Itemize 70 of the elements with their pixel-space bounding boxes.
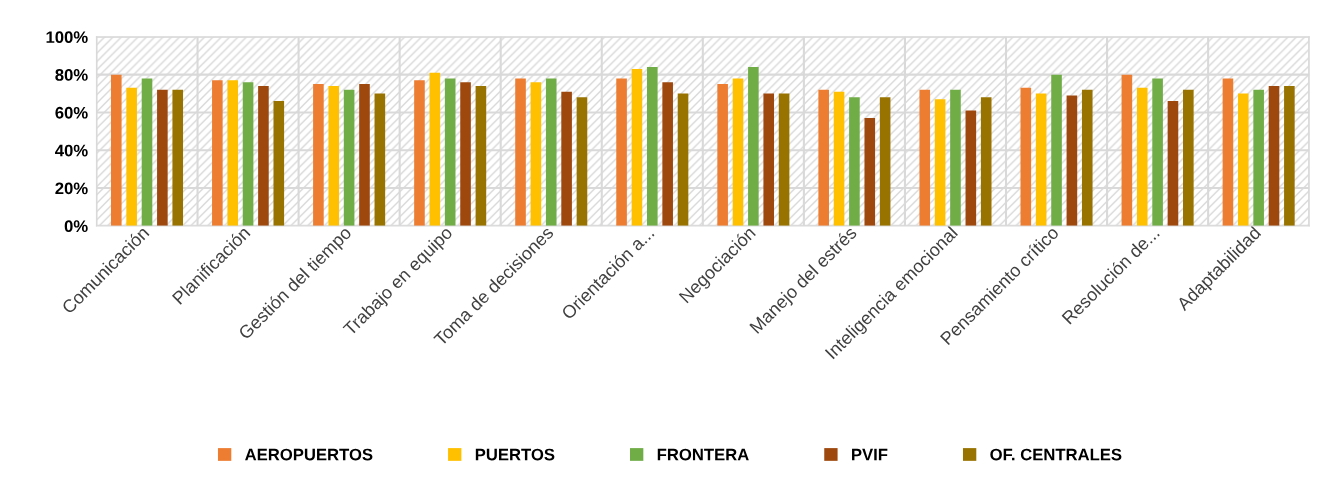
legend-label: PVIF [852,448,888,461]
bar [919,89,931,226]
bar [172,89,184,226]
legend-label: AEROPUERTOS [245,448,373,461]
y-tick-label: 100% [46,31,88,44]
bar [561,91,572,226]
bar [1051,74,1062,226]
bar [343,89,355,226]
bar [1020,87,1032,226]
bar [1152,78,1163,226]
bar [1121,74,1133,226]
legend-label: OF. CENTRALES [990,448,1122,461]
bar [273,101,285,226]
bar [227,80,239,226]
bar [1081,89,1093,226]
bar [1136,87,1148,226]
bar [647,67,658,226]
bar [1284,85,1295,226]
bar [328,85,340,226]
bar [965,110,977,226]
bar [980,97,992,226]
bar [1066,95,1078,226]
bar [212,80,223,226]
bar [126,87,137,226]
bar [258,85,269,226]
bar [879,97,891,226]
bar [818,89,829,226]
bar [1222,78,1234,226]
bar [141,78,153,226]
bar [616,78,627,226]
bar [833,91,845,226]
legend-label: FRONTERA [657,448,749,461]
y-tick-label: 20% [55,182,88,195]
bar [1268,85,1280,226]
bar [110,74,122,226]
bar [444,78,456,226]
bar [662,82,673,226]
bar [732,78,744,226]
bar [1237,93,1249,226]
bar [763,93,775,226]
bar [849,97,860,226]
bar [242,82,254,226]
y-tick-label: 40% [55,144,88,157]
y-tick-label: 60% [55,106,88,119]
bar [460,82,471,226]
bar [934,99,946,226]
bar [374,93,386,226]
bar [1035,93,1047,226]
bar [1253,89,1264,226]
bar [748,67,759,226]
bar [631,68,643,226]
bar [515,78,526,226]
bar [950,89,961,226]
y-tick-label: 80% [55,69,88,81]
bar [313,84,324,226]
bar [359,84,370,226]
bar [717,84,728,226]
bar [677,93,689,226]
bar [475,85,487,226]
bar [1183,89,1194,226]
bar [414,80,425,226]
legend-label: PUERTOS [475,448,555,461]
bar [530,82,542,226]
bar [545,78,557,226]
bar [576,97,588,226]
bar [864,118,876,226]
bar [778,93,790,226]
bar [429,72,441,226]
bar [157,89,168,226]
bar [1167,101,1179,226]
